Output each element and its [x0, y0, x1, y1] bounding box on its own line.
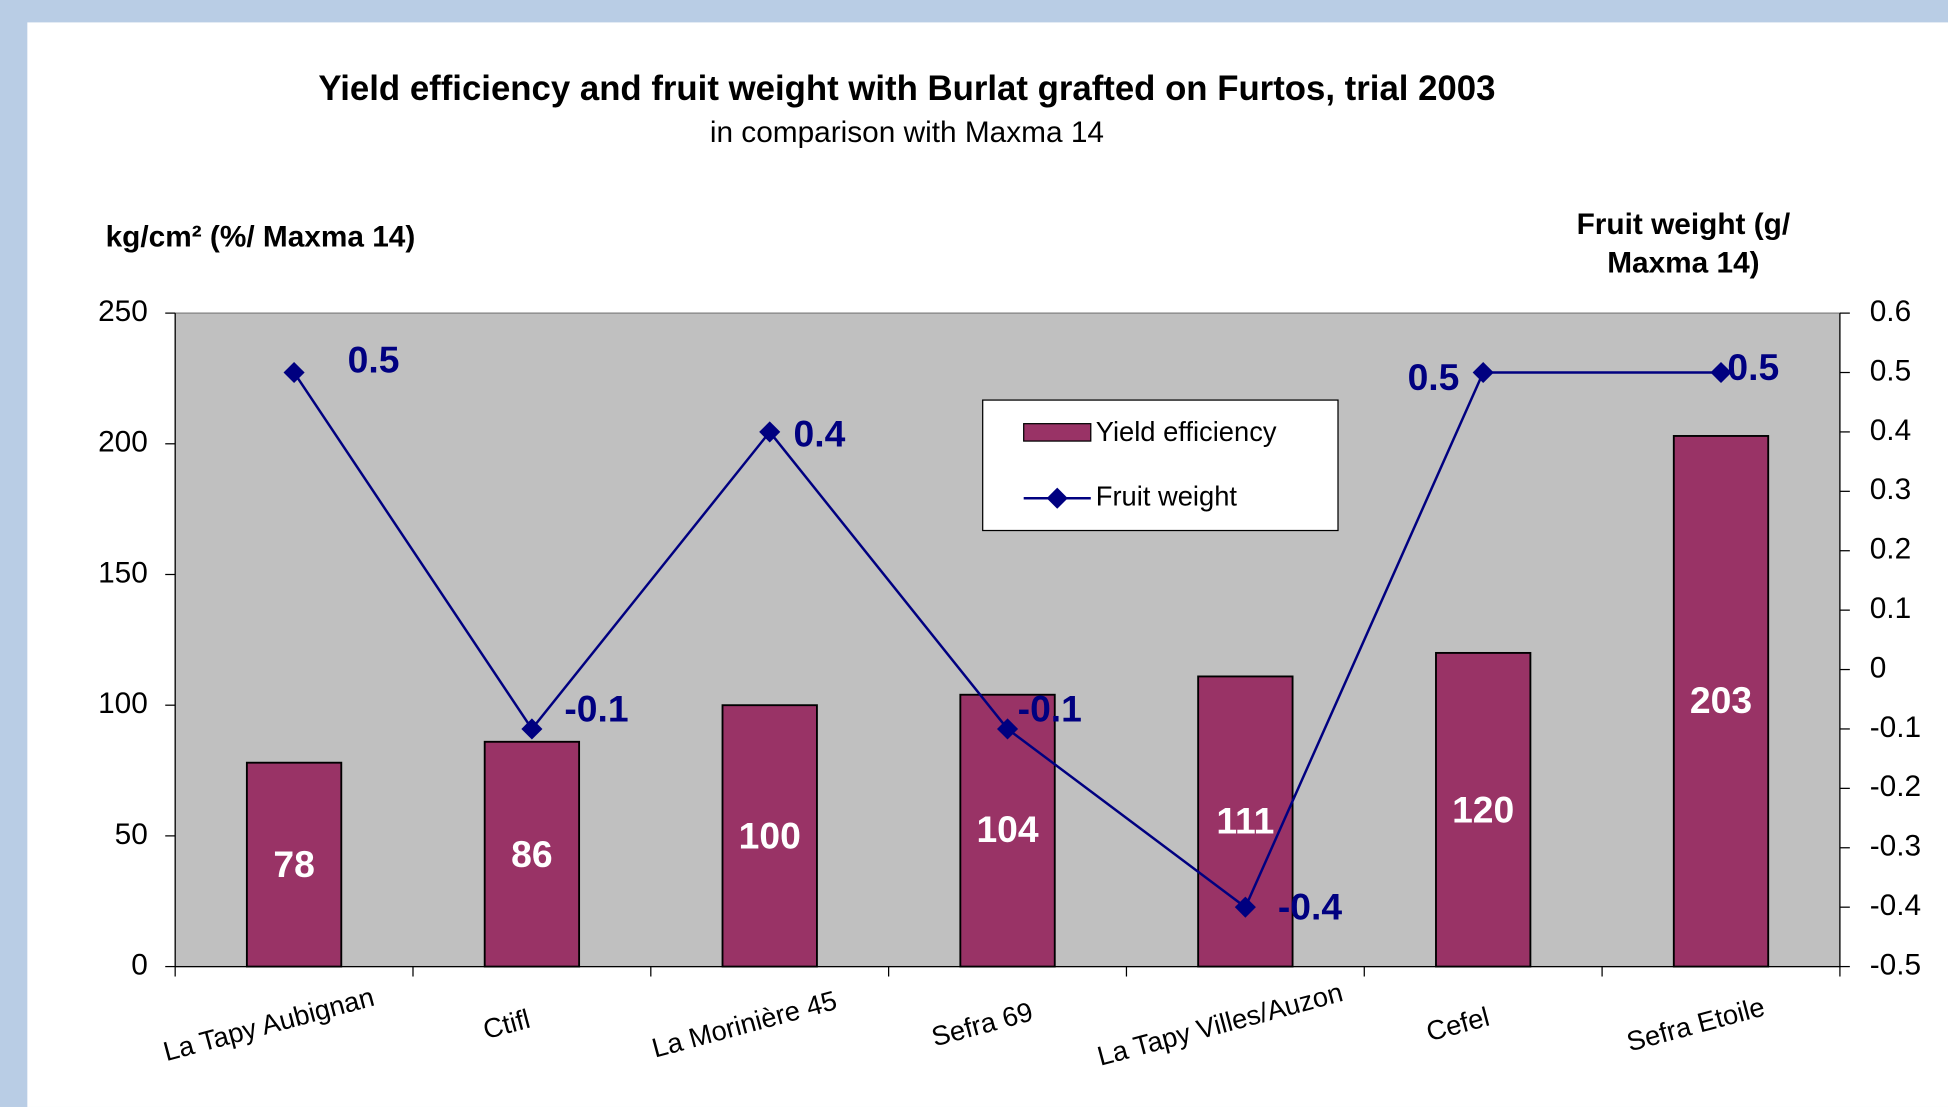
line-marker — [997, 718, 1019, 740]
line-marker — [521, 718, 543, 740]
legend-label: Fruit weight — [1096, 480, 1238, 511]
y-axis-title: kg/cm² (%/ Maxma 14) — [106, 220, 416, 253]
bar — [1672, 435, 1770, 968]
y2-tick-label: -0.1 — [1870, 711, 1921, 744]
bar-value-label: 104 — [976, 808, 1038, 850]
bar — [959, 693, 1056, 968]
bar-value-label: 86 — [511, 833, 552, 875]
bar-value-label: 78 — [273, 843, 314, 885]
line-marker — [283, 361, 305, 384]
line-value-label: 0.5 — [1727, 346, 1779, 388]
legend: Yield efficiency Fruit weight — [982, 399, 1339, 532]
y2-tick-label: -0.4 — [1870, 889, 1921, 922]
bar — [483, 740, 581, 968]
y-tick-label: 200 — [98, 426, 148, 459]
y2-tick-label: 0.1 — [1870, 592, 1911, 625]
chart-title: Yield efficiency and fruit weight with B… — [318, 70, 1495, 108]
legend-label: Yield efficiency — [1096, 416, 1277, 447]
y2-tick-label: 0.4 — [1870, 414, 1911, 447]
y2-axis-title: Maxma 14) — [1607, 247, 1759, 280]
y2-tick-label: 0.5 — [1870, 354, 1911, 387]
legend-marker — [1046, 487, 1068, 509]
bar — [1197, 675, 1294, 968]
chart-subtitle: in comparison with Maxma 14 — [710, 116, 1104, 149]
bar-value-label: 120 — [1452, 788, 1514, 830]
line-value-label: -0.4 — [1278, 886, 1342, 928]
line-marker — [1234, 896, 1256, 918]
bar-value-label: 100 — [739, 814, 801, 856]
y-tick-label: 100 — [98, 687, 148, 720]
line-value-label: 0.5 — [1408, 356, 1460, 398]
bar — [1435, 651, 1532, 968]
line-value-label: -0.1 — [1018, 687, 1082, 729]
y2-tick-label: 0.2 — [1870, 533, 1911, 566]
y-tick-label: 50 — [115, 818, 148, 851]
y2-tick-label: -0.5 — [1870, 948, 1921, 981]
y2-tick-label: -0.2 — [1870, 770, 1921, 803]
y2-axis-title: Fruit weight (g/ — [1577, 208, 1791, 241]
y2-tick-label: -0.3 — [1870, 830, 1921, 863]
y-tick-label: 250 — [98, 295, 148, 328]
line-value-label: -0.1 — [564, 687, 628, 729]
y2-tick-label: 0.3 — [1870, 473, 1911, 506]
bar — [245, 761, 343, 968]
bar-value-label: 203 — [1690, 679, 1752, 721]
y2-tick-label: 0.6 — [1870, 295, 1911, 328]
bar — [721, 704, 818, 968]
legend-swatch — [1023, 423, 1092, 442]
bar-value-label: 111 — [1216, 800, 1274, 842]
line-value-label: 0.4 — [794, 413, 846, 455]
y-tick-label: 0 — [131, 948, 148, 981]
line-value-label: 0.5 — [348, 338, 400, 380]
legend-box — [982, 399, 1339, 532]
y-tick-label: 150 — [98, 556, 148, 589]
y2-tick-label: 0 — [1870, 651, 1887, 684]
line-marker — [759, 421, 781, 443]
